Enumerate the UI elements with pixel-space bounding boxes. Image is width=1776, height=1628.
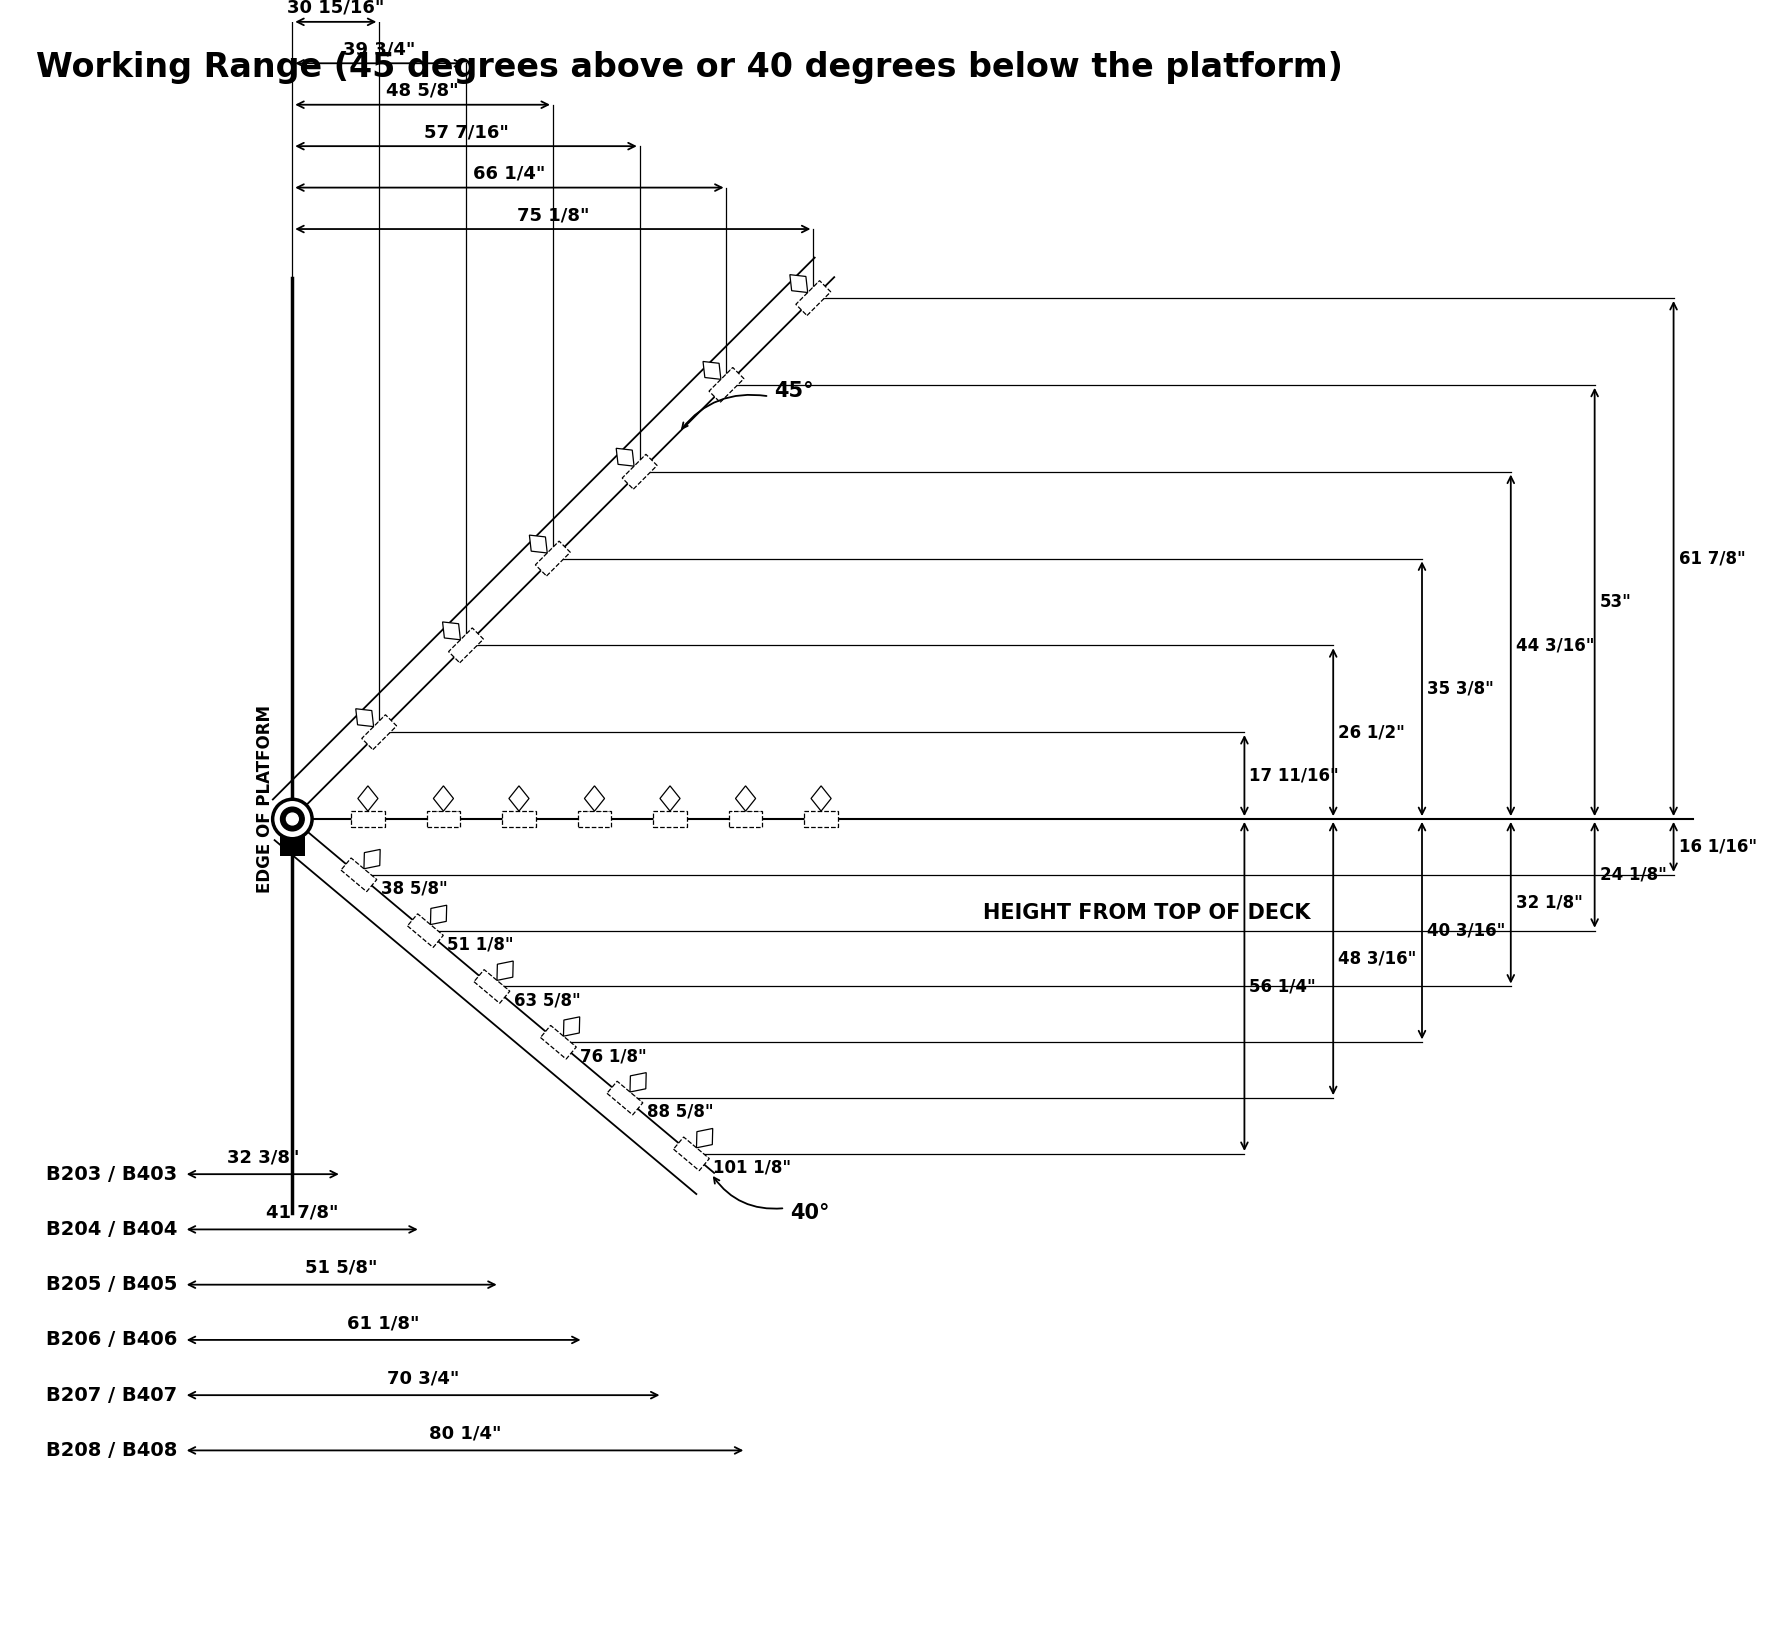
Text: Working Range (45 degrees above or 40 degrees below the platform): Working Range (45 degrees above or 40 de… — [36, 52, 1343, 85]
Polygon shape — [430, 905, 448, 925]
Text: B206 / B406: B206 / B406 — [46, 1330, 178, 1350]
Circle shape — [286, 812, 298, 825]
Circle shape — [274, 799, 313, 838]
Polygon shape — [426, 811, 460, 827]
Text: 80 1/4": 80 1/4" — [428, 1424, 501, 1442]
Polygon shape — [709, 368, 744, 402]
Text: 32 3/8": 32 3/8" — [227, 1148, 298, 1166]
Text: 61 7/8": 61 7/8" — [1678, 550, 1746, 568]
Polygon shape — [364, 850, 380, 869]
Text: 66 1/4": 66 1/4" — [472, 164, 545, 182]
Text: 26 1/2": 26 1/2" — [1337, 723, 1405, 741]
Text: 51 1/8": 51 1/8" — [448, 936, 513, 954]
Polygon shape — [497, 961, 513, 980]
Polygon shape — [407, 913, 444, 947]
Text: 75 1/8": 75 1/8" — [517, 207, 590, 225]
Text: 38 5/8": 38 5/8" — [380, 879, 448, 897]
Bar — [279, 819, 305, 856]
Text: 56 1/4": 56 1/4" — [1249, 977, 1316, 995]
Polygon shape — [442, 622, 460, 640]
Polygon shape — [703, 361, 721, 379]
Text: 35 3/8": 35 3/8" — [1426, 681, 1494, 698]
Text: 41 7/8": 41 7/8" — [266, 1203, 339, 1221]
Polygon shape — [362, 715, 396, 749]
Polygon shape — [433, 786, 453, 811]
Polygon shape — [812, 786, 831, 811]
Text: 48 3/16": 48 3/16" — [1337, 949, 1417, 967]
Text: B203 / B403: B203 / B403 — [46, 1164, 178, 1184]
Polygon shape — [790, 275, 808, 293]
Polygon shape — [503, 811, 536, 827]
Text: 40 3/16": 40 3/16" — [1426, 921, 1506, 939]
Polygon shape — [728, 811, 762, 827]
Polygon shape — [563, 1018, 579, 1035]
Polygon shape — [673, 1136, 709, 1171]
Text: 44 3/16": 44 3/16" — [1515, 637, 1595, 654]
Polygon shape — [352, 811, 385, 827]
Text: 88 5/8": 88 5/8" — [646, 1102, 714, 1122]
Polygon shape — [540, 1026, 577, 1060]
Polygon shape — [630, 1073, 646, 1092]
Text: B207 / B407: B207 / B407 — [46, 1385, 178, 1405]
Polygon shape — [577, 811, 611, 827]
Polygon shape — [616, 448, 634, 466]
Polygon shape — [622, 454, 657, 488]
Polygon shape — [341, 858, 377, 892]
Polygon shape — [805, 811, 838, 827]
Text: HEIGHT FROM TOP OF DECK: HEIGHT FROM TOP OF DECK — [982, 904, 1311, 923]
Polygon shape — [796, 280, 831, 316]
Text: 45°: 45° — [774, 381, 813, 402]
Text: 101 1/8": 101 1/8" — [714, 1159, 792, 1177]
Text: 51 5/8": 51 5/8" — [305, 1258, 378, 1276]
Text: B205 / B405: B205 / B405 — [46, 1275, 178, 1294]
Text: 32 1/8": 32 1/8" — [1515, 894, 1582, 912]
Polygon shape — [607, 1081, 643, 1115]
Text: 48 5/8": 48 5/8" — [387, 81, 458, 99]
Text: 24 1/8": 24 1/8" — [1600, 866, 1666, 884]
Polygon shape — [449, 628, 483, 663]
Text: 61 1/8": 61 1/8" — [348, 1314, 419, 1332]
Polygon shape — [355, 708, 373, 726]
Text: 16 1/16": 16 1/16" — [1678, 838, 1756, 856]
Text: 57 7/16": 57 7/16" — [423, 124, 508, 142]
Circle shape — [281, 807, 304, 830]
Text: 17 11/16": 17 11/16" — [1249, 767, 1339, 785]
Polygon shape — [529, 536, 547, 554]
Text: 53": 53" — [1600, 593, 1632, 610]
Text: 40°: 40° — [790, 1203, 829, 1223]
Polygon shape — [654, 811, 687, 827]
Text: 39 3/4": 39 3/4" — [343, 41, 416, 59]
Polygon shape — [474, 970, 510, 1003]
Polygon shape — [584, 786, 604, 811]
Polygon shape — [661, 786, 680, 811]
Text: B208 / B408: B208 / B408 — [46, 1441, 178, 1460]
Text: B204 / B404: B204 / B404 — [46, 1219, 178, 1239]
Polygon shape — [696, 1128, 712, 1148]
Polygon shape — [510, 786, 529, 811]
Text: 63 5/8": 63 5/8" — [513, 991, 581, 1009]
Text: 70 3/4": 70 3/4" — [387, 1369, 460, 1387]
Polygon shape — [735, 786, 755, 811]
Text: 76 1/8": 76 1/8" — [581, 1047, 646, 1065]
Text: 30 15/16": 30 15/16" — [288, 0, 384, 16]
Polygon shape — [357, 786, 378, 811]
Text: EDGE OF PLATFORM: EDGE OF PLATFORM — [256, 705, 274, 894]
Polygon shape — [535, 540, 570, 576]
